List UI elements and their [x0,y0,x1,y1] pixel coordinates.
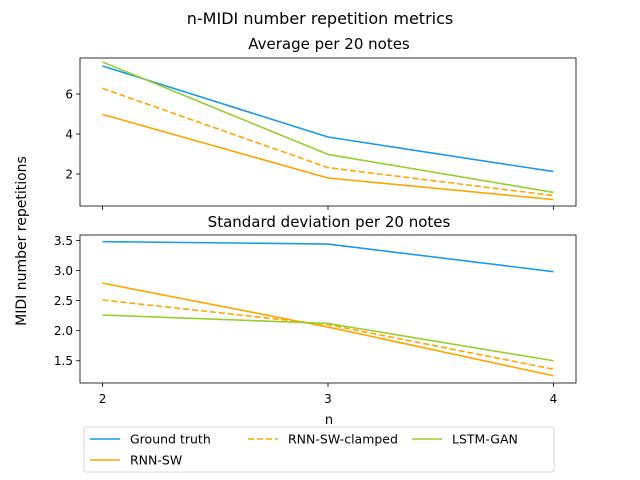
legend-label-rnn-sw: RNN-SW [130,453,182,468]
legend-label-ground-truth: Ground truth [130,432,211,447]
subplot-stddev-series [102,240,554,377]
subplot-stddev-title: Standard deviation per 20 notes [208,213,451,231]
subplot-average-ytick-label: 2 [65,168,73,182]
subplot-stddev: Standard deviation per 20 notes 1.5 2.0 2.… [54,213,577,406]
figure-ylabel: MIDI number repetitions [14,156,30,326]
subplot-average-title: Average per 20 notes [248,35,410,53]
subplot-stddev-frame [79,234,577,384]
x-axis-label: n [325,413,333,428]
subplot-stddev-series-rnn-sw [102,282,554,377]
subplot-average-series [102,61,554,201]
subplot-average-series-rnn-sw [102,113,554,201]
legend: Ground truth RNN-SW RNN-SW-clamped LSTM-GAN [83,426,555,473]
figure-suptitle: n-MIDI number repetition metrics [187,9,453,28]
legend-label-rnn-sw-clamped: RNN-SW-clamped [288,432,398,447]
subplot-average-series-lstm-gan [102,61,554,194]
subplot-stddev-ticks: 1.5 2.0 2.5 3.0 3.5 2 3 4 [54,234,557,406]
subplot-average: Average per 20 notes 2 4 6 [65,35,577,210]
subplot-average-series-ground-truth [102,65,554,173]
subplot-stddev-series-ground-truth [102,240,554,273]
subplot-stddev-xtick-label: 4 [550,392,558,406]
subplot-average-series-rnn-sw-clamped [102,87,554,197]
subplot-stddev-xtick-label: 2 [99,392,107,406]
subplot-stddev-series-rnn-sw-clamped [102,299,554,370]
subplot-average-ytick-label: 6 [65,88,73,102]
subplot-stddev-ytick-label: 2.5 [54,294,73,308]
legend-entries: Ground truth RNN-SW RNN-SW-clamped LSTM-GAN [90,432,518,468]
subplot-average-ticks: 2 4 6 [65,88,554,210]
subplot-stddev-series-lstm-gan [102,314,554,362]
subplot-stddev-ytick-label: 3.5 [54,234,73,248]
subplot-stddev-ytick-label: 3.0 [54,264,73,278]
subplot-stddev-ytick-label: 2.0 [54,324,73,338]
subplot-stddev-ytick-label: 1.5 [54,354,73,368]
subplot-stddev-xtick-label: 3 [324,392,332,406]
legend-label-lstm-gan: LSTM-GAN [452,432,518,447]
subplot-average-ytick-label: 4 [65,128,73,142]
